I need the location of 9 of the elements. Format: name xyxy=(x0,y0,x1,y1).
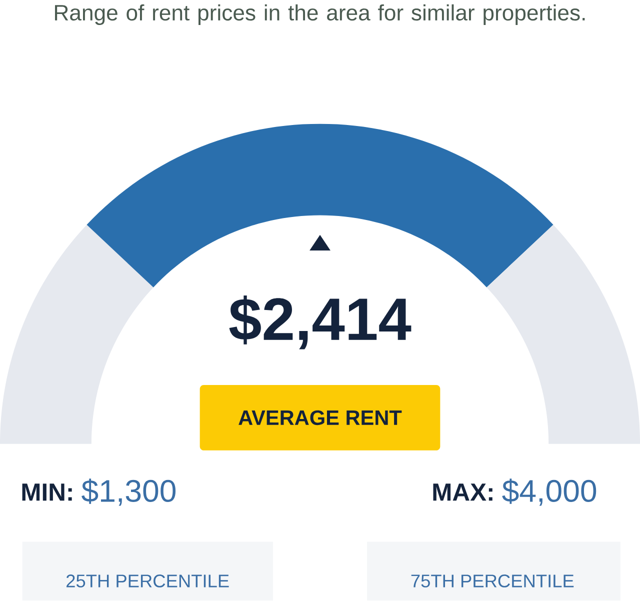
text: $4,000 xyxy=(502,478,596,506)
text: MIN: xyxy=(22,484,72,501)
text: $1,300 xyxy=(82,478,176,506)
text: 75TH PERCENTILE xyxy=(411,574,574,588)
chart-title: Range of rent prices in the area for similar properties. xyxy=(55,4,585,26)
text: 25TH PERCENTILE xyxy=(66,574,229,588)
text: MAX: xyxy=(433,484,492,501)
text: AVERAGE RENT xyxy=(238,410,402,426)
text: $2,414 xyxy=(229,296,412,350)
